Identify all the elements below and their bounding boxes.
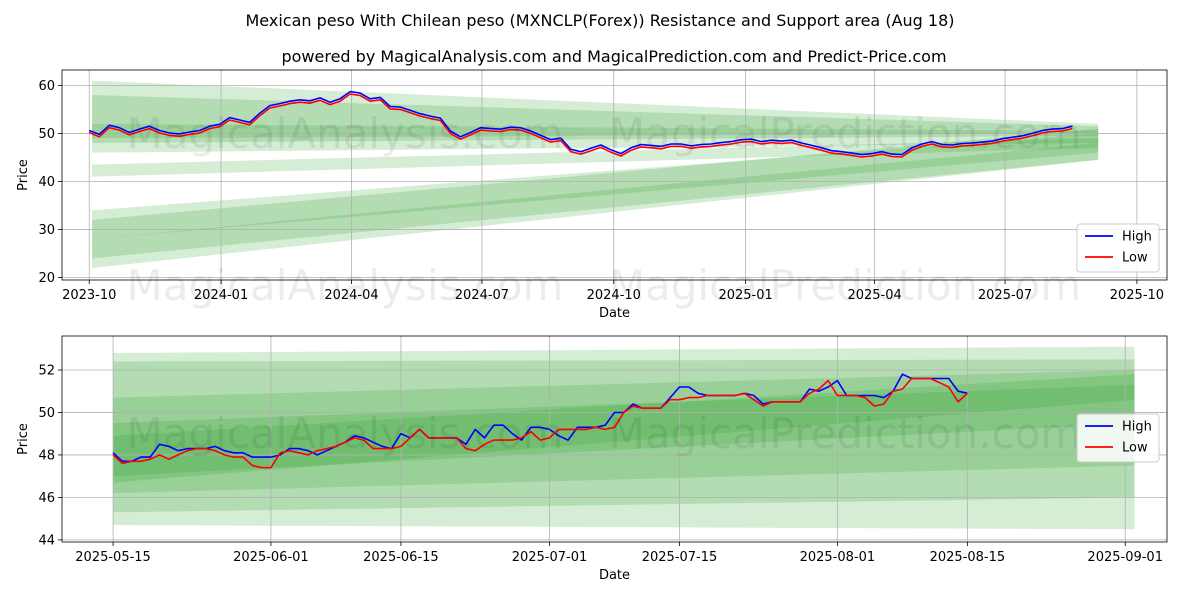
x-tick-label: 2025-10 xyxy=(1110,288,1164,303)
series-line-low xyxy=(112,377,968,469)
x-tick-label: 2025-09-01 xyxy=(1087,550,1163,565)
bottom-panel: MagicalAnalysis.com MagicalPrediction.com… xyxy=(16,335,1168,583)
y-tick-label: 20 xyxy=(38,271,55,286)
band-2 xyxy=(113,369,1135,494)
legend: High Low xyxy=(1076,223,1160,273)
y-axis-label: Price xyxy=(16,159,31,191)
x-tick-label: 2025-04 xyxy=(847,288,901,303)
y-tick-label: 44 xyxy=(38,533,55,548)
watermark: MagicalPrediction.com xyxy=(609,109,1082,158)
x-tick-label: 2025-07 xyxy=(978,288,1032,303)
x-axis-label: Date xyxy=(599,568,630,583)
x-tick-label: 2025-06-01 xyxy=(233,550,309,565)
x-tick-label: 2024-07 xyxy=(455,288,509,303)
legend-label-low: Low xyxy=(1122,251,1148,266)
x-tick-label: 2024-04 xyxy=(324,288,378,303)
top-panel: MagicalAnalysis.com MagicalPrediction.com… xyxy=(16,69,1168,321)
y-tick-label: 30 xyxy=(38,223,55,238)
series-line-low xyxy=(88,93,1073,158)
chart-subtitle: powered by MagicalAnalysis.com and Magic… xyxy=(281,47,946,66)
y-tick-label: 50 xyxy=(38,127,55,142)
y-tick-label: 60 xyxy=(38,79,55,94)
watermark: MagicalPrediction.com xyxy=(609,261,1082,310)
legend: High Low xyxy=(1076,413,1160,463)
plot-area xyxy=(62,70,1167,280)
x-tick-label: 2025-07-15 xyxy=(642,550,718,565)
x-tick-label: 2025-07-01 xyxy=(512,550,588,565)
legend-label-low: Low xyxy=(1122,441,1148,456)
band-2 xyxy=(92,123,1099,153)
x-tick-label: 2024-01 xyxy=(194,288,248,303)
band-4 xyxy=(113,374,1135,483)
x-axis-label: Date xyxy=(599,306,630,321)
watermark: MagicalAnalysis.com xyxy=(127,109,564,158)
band-1 xyxy=(92,94,1099,144)
y-axis-label: Price xyxy=(16,423,31,455)
band-1 xyxy=(113,359,1135,513)
legend-label-high: High xyxy=(1122,420,1152,435)
y-tick-label: 46 xyxy=(38,491,55,506)
plot-area xyxy=(62,336,1167,542)
y-tick-label: 48 xyxy=(38,448,55,463)
band-4 xyxy=(92,128,1099,259)
plot-frame xyxy=(61,69,1168,281)
x-tick-label: 2025-06-15 xyxy=(363,550,439,565)
y-tick-label: 40 xyxy=(38,175,55,190)
x-tick-label: 2025-05-15 xyxy=(75,550,151,565)
series-line-high xyxy=(88,90,1073,156)
x-tick-label: 2025-08-15 xyxy=(930,550,1006,565)
band-0 xyxy=(113,346,1135,530)
band-3 xyxy=(113,384,1135,477)
series-line-high xyxy=(112,373,968,463)
x-tick-label: 2025-01 xyxy=(718,288,772,303)
watermark: MagicalPrediction.com xyxy=(609,409,1082,458)
watermark: MagicalAnalysis.com xyxy=(127,261,564,310)
band-6 xyxy=(92,143,1099,268)
y-tick-label: 52 xyxy=(38,363,55,378)
x-tick-label: 2025-08-01 xyxy=(800,550,876,565)
x-tick-label: 2024-10 xyxy=(587,288,641,303)
plot-frame xyxy=(61,335,1168,543)
band-0 xyxy=(92,80,1099,139)
legend-label-high: High xyxy=(1122,230,1152,245)
x-tick-label: 2023-10 xyxy=(62,288,116,303)
band-5 xyxy=(92,133,1099,240)
y-tick-label: 50 xyxy=(38,406,55,421)
band-3 xyxy=(92,138,1099,177)
watermark: MagicalAnalysis.com xyxy=(127,409,564,458)
chart-title: Mexican peso With Chilean peso (MXNCLP(F… xyxy=(246,11,955,30)
